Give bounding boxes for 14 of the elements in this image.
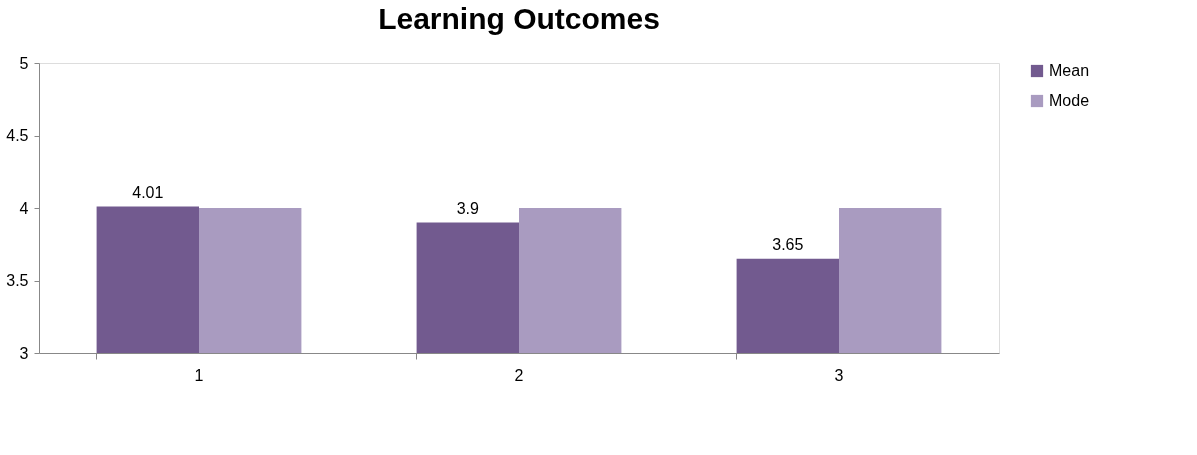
- y-tick-label: 4.5: [6, 127, 29, 144]
- x-tick-label: 2: [514, 366, 524, 384]
- y-tick-label: 4: [19, 199, 29, 217]
- y-tick-label: 5: [19, 54, 29, 72]
- legend-label: Mode: [1049, 92, 1090, 109]
- legend-label: Mean: [1049, 62, 1090, 79]
- data-label: 4.01: [132, 183, 164, 201]
- y-tick-label: 3.5: [6, 272, 29, 289]
- x-tick-label: 1: [194, 366, 204, 384]
- y-tick-label: 3: [19, 344, 29, 362]
- data-label: 3.9: [456, 199, 480, 217]
- data-label: 3.65: [772, 235, 804, 253]
- x-tick-label: 3: [834, 366, 844, 384]
- chart-title: Learning Outcomes: [378, 2, 660, 35]
